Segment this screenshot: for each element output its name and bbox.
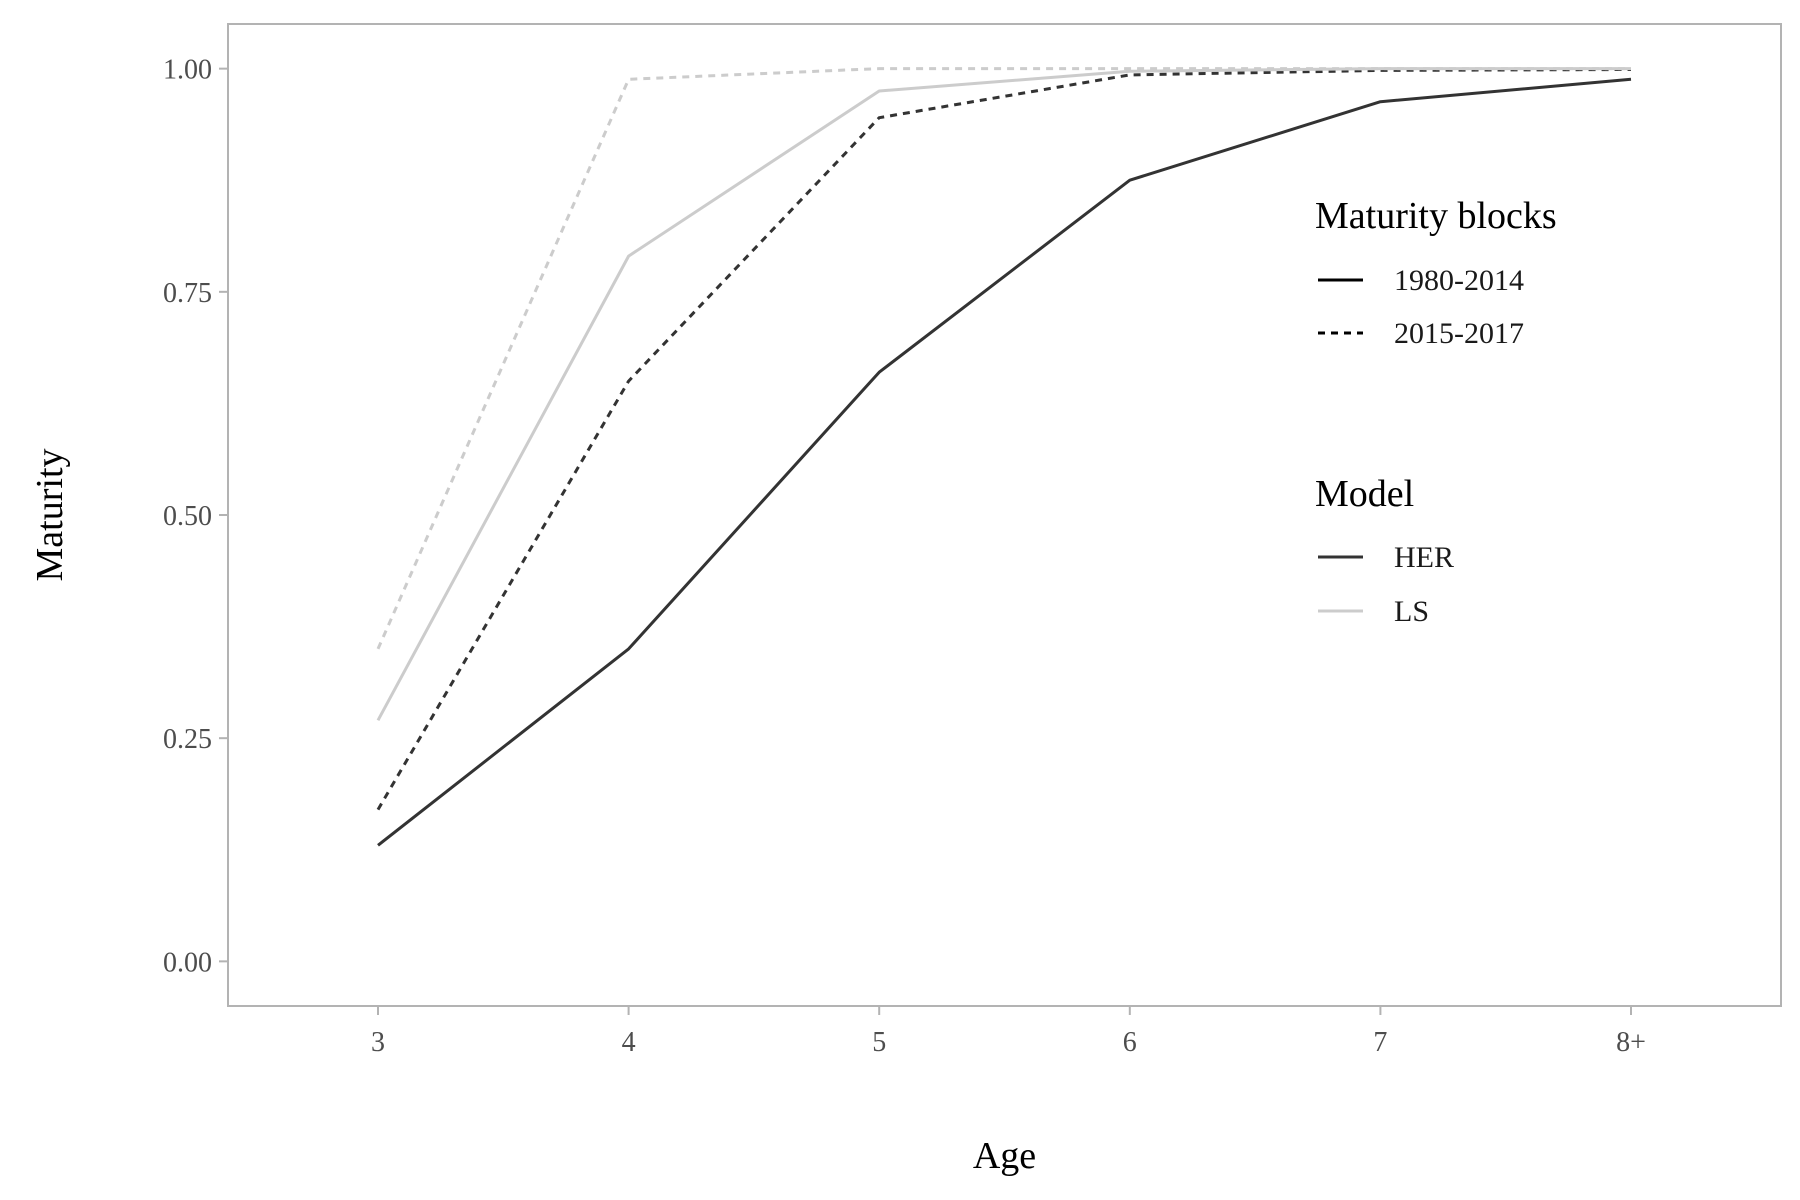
y-axis: 0.00 0.25 0.50 0.75 1.00 (163, 55, 228, 978)
legend-label: HER (1394, 541, 1454, 574)
x-tick-label: 8+ (1616, 1027, 1646, 1058)
legend-title: Maturity blocks (1315, 195, 1557, 237)
x-tick-label: 3 (371, 1027, 385, 1058)
y-tick-label: 0.00 (163, 947, 212, 978)
x-tick-label: 6 (1123, 1027, 1137, 1058)
series-line-her-1980-2014 (377, 77, 1632, 847)
x-axis-title: Age (973, 1135, 1036, 1177)
series-layer (376, 67, 1632, 847)
legend: Maturity blocks 1980-2014 2015-2017 Model HE… (1315, 195, 1557, 628)
y-axis-title: Maturity (29, 449, 71, 582)
legend-title: Model (1315, 473, 1414, 515)
x-axis: 3 4 5 6 7 8+ (371, 1006, 1646, 1058)
x-tick-label: 4 (622, 1027, 636, 1058)
y-tick-label: 0.50 (163, 501, 212, 532)
x-tick-label: 7 (1373, 1027, 1387, 1058)
y-tick-label: 1.00 (163, 55, 212, 86)
x-tick-label: 5 (872, 1027, 886, 1058)
y-tick-label: 0.25 (163, 724, 212, 755)
legend-label: 2015-2017 (1394, 317, 1524, 350)
series-line-her-2015-2017 (376, 68, 1632, 811)
y-tick-label: 0.75 (163, 278, 212, 309)
legend-label: 1980-2014 (1394, 264, 1524, 297)
series-line-ls-1980-2014 (376, 67, 1631, 722)
plot-panel (227, 23, 1782, 1007)
legend-label: LS (1394, 595, 1429, 628)
